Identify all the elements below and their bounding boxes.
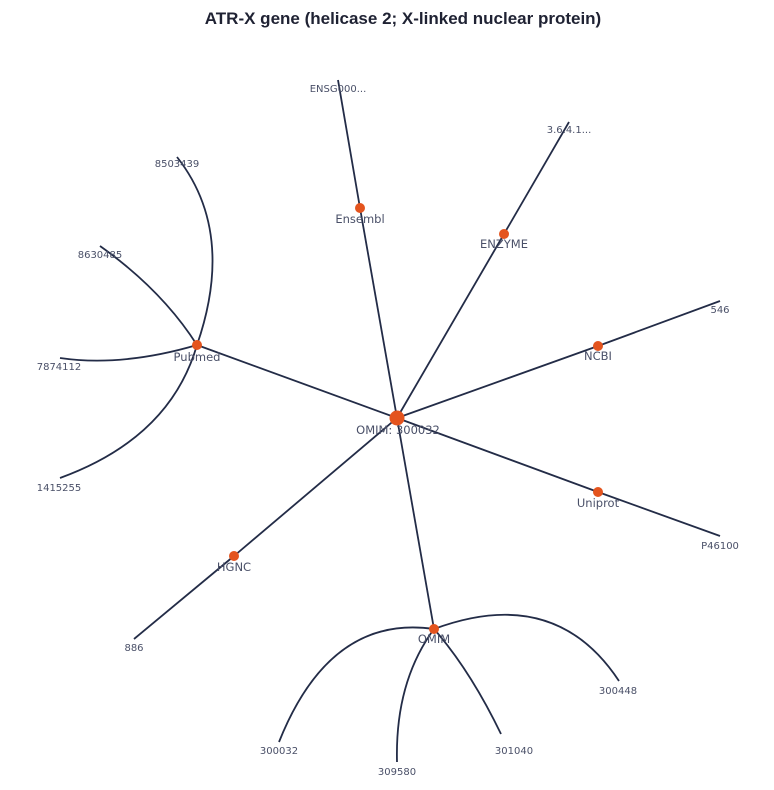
leaf-label-pubmed: 1415255 [37,483,82,494]
root-label: OMIM: 300032 [356,423,440,437]
hub-label-pubmed: Pubmed [174,350,221,364]
leaf-label-uniprot: P46100 [701,541,739,552]
hub-label-ncbi: NCBI [584,349,612,363]
hub-node-pubmed[interactable] [192,340,202,350]
edge-root-omim [396,417,435,630]
graph-title: ATR-X gene (helicase 2; X-linked nuclear… [205,9,601,28]
edge-pubmed-leaf [59,344,198,362]
leaf-label-omim: 309580 [378,767,416,778]
hub-label-enzyme: ENZYME [480,237,528,251]
leaf-label-ensembl: ENSG000... [310,84,367,95]
hub-node-ncbi[interactable] [593,341,603,351]
edge-enzyme-leaf [503,121,570,235]
leaf-label-pubmed: 8630485 [78,250,123,261]
edge-ncbi-leaf [597,300,721,347]
edge-pubmed-leaf [59,344,198,479]
edge-omim-leaf [433,628,502,735]
edge-hgnc-leaf [133,555,235,640]
edge-root-ncbi [396,345,599,419]
edge-omim-leaf [396,628,435,763]
hub-label-omim: OMIM [418,632,450,646]
hub-node-hgnc[interactable] [229,551,239,561]
labels-layer: ENSG000... Ensembl 3.6.4.1... ENZYME 546 NCBI… [37,84,739,778]
hub-label-uniprot: Uniprot [577,496,620,510]
hub-node-ensembl[interactable] [355,203,365,213]
hub-node-uniprot[interactable] [593,487,603,497]
edge-root-ensembl [359,207,398,419]
edge-root-uniprot [396,417,599,493]
leaf-label-pubmed: 7874112 [37,362,82,373]
hub-node-enzyme[interactable] [499,229,509,239]
edge-uniprot-leaf [597,491,721,537]
edge-root-hgnc [233,417,398,557]
edge-omim-leaf [433,613,620,682]
hub-label-ensembl: Ensembl [335,212,384,226]
edge-pubmed-leaf [176,156,214,346]
nodes-layer [192,203,603,634]
leaf-label-omim: 300448 [599,686,637,697]
edge-root-enzyme [396,233,505,419]
leaf-label-pubmed: 8503439 [155,159,200,170]
leaf-label-enzyme: 3.6.4.1... [547,125,592,136]
edge-omim-leaf [278,626,435,743]
edges-layer [59,79,721,763]
hub-node-omim[interactable] [429,624,439,634]
leaf-label-hgnc: 886 [124,643,143,654]
leaf-label-omim: 300032 [260,746,298,757]
leaf-label-ncbi: 546 [710,305,729,316]
root-node[interactable] [389,410,405,426]
edge-ensembl-leaf [337,79,361,209]
edge-root-pubmed [196,344,398,419]
hub-label-hgnc: HGNC [217,560,251,574]
leaf-label-omim: 301040 [495,746,533,757]
edge-pubmed-leaf [99,245,198,346]
